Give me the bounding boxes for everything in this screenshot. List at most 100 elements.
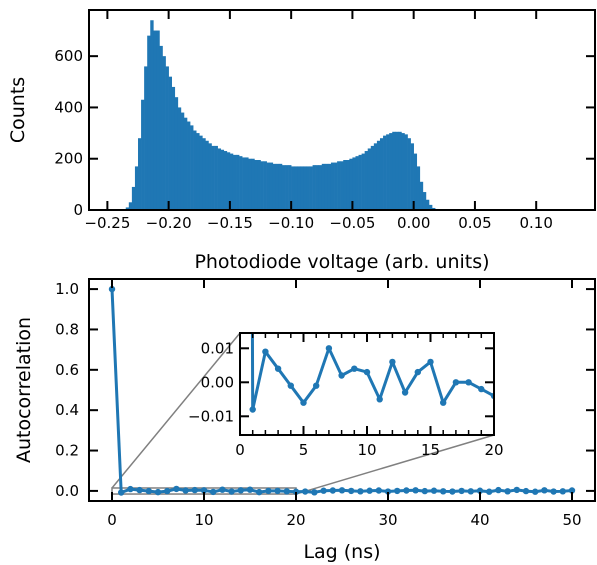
histogram-bar [220,149,225,210]
autocorrelation-point [154,488,162,496]
histogram-bar [168,76,172,211]
inset-point [287,382,294,389]
histogram-bar [324,163,329,210]
histogram-bar [398,131,402,210]
histogram-bar [355,156,359,210]
autocorrelation-point [449,488,456,495]
histogram-x-tick-label: −0.15 [207,214,253,232]
histogram-bar [162,56,166,211]
histogram-bar [193,130,197,210]
autocorrelation-point [421,487,428,495]
autocorrelation-point [246,486,254,493]
histogram-bar [263,161,267,210]
inset-line [250,333,494,411]
autocorrelation-y-ticks: 0.0 0.2 0.4 0.6 0.8 1.0 [55,280,595,500]
histogram-bar [174,97,179,210]
histogram-bar [401,133,405,210]
autocorrelation-point [486,488,493,495]
histogram-bar [361,153,365,210]
histogram-bar [254,160,258,210]
autocorrelation-point [532,488,539,495]
histogram-bar [383,135,387,210]
autocorrelation-point [136,486,143,494]
inset-point [262,348,269,355]
autocorrelation-point [320,487,327,494]
autocorrelation-point [430,487,438,494]
histogram-bar [257,160,261,210]
histogram-bar [248,158,252,210]
histogram-bar [156,30,160,211]
inset-point [389,358,396,366]
autocorrelation-point [200,487,208,494]
histogram-bar [196,133,200,210]
inset-y-tick-label: 0.01 [201,339,234,357]
histogram-bar [337,161,341,210]
histogram-bars [122,20,439,211]
histogram-bar [367,148,372,210]
histogram-bar [321,163,326,210]
autocorrelation-point [127,485,134,493]
autocorrelation-point [237,487,244,494]
autocorrelation-point [164,487,171,495]
histogram-bar [306,166,310,210]
autocorrelation-y-tick-label: 1.0 [55,280,79,298]
autocorrelation-point [145,487,152,495]
autocorrelation-point [329,487,336,494]
histogram-bar [428,204,433,210]
histogram-bar [425,199,430,210]
inset-x-tick-label: 20 [484,441,503,459]
autocorrelation-point [108,285,116,293]
histogram-bar [410,143,414,210]
histogram-bar [208,143,212,210]
autocorrelation-point [541,487,548,494]
autocorrelation-point [182,487,189,494]
histogram-y-tick-label: 200 [54,150,83,168]
histogram-bar [147,35,151,211]
histogram-bar [404,134,408,210]
histogram-bar [266,162,271,210]
autocorrelation-point [495,486,502,494]
histogram-bar [379,138,384,210]
autocorrelation-point [467,488,474,495]
histogram-bar [153,30,157,211]
inset-point [300,399,307,406]
autocorrelation-point [403,487,410,494]
histogram-bar [386,134,390,210]
autocorrelation-point [338,487,346,494]
autocorrelation-point [219,486,226,493]
histogram-bar [422,192,427,210]
autocorrelation-point [394,487,401,495]
histogram-bar [349,158,353,210]
histogram-bar [245,157,249,210]
histogram-bar [416,166,421,210]
histogram-bar [251,158,255,210]
histogram-bar [334,162,338,210]
autocorrelation-panel: 0 10 20 30 40 50 0.00.20.40.60.81.0 Lag (ns) … [13,278,596,563]
inset-y-tick-label: 0.00 [201,373,234,391]
histogram-bar [281,165,286,210]
autocorrelation-y-tick-label: 0.0 [55,482,79,500]
autocorrelation-point [568,487,576,494]
autocorrelation-point [522,487,530,495]
histogram-bar [309,166,313,210]
autocorrelation-point [118,489,125,496]
inset-point [440,399,447,406]
histogram-y-tick-label: 400 [54,98,83,116]
autocorrelation-x-tick-label: 40 [470,511,489,529]
histogram-bar [373,143,378,210]
autocorrelation-point [302,488,309,495]
autocorrelation-point [256,488,263,496]
inset-points [249,345,494,413]
histogram-bar [150,20,154,211]
inset-point [478,385,485,393]
autocorrelation-axes-frame [88,278,596,502]
histogram-bar [187,121,191,210]
autocorrelation-point [283,488,290,495]
histogram-bar [138,138,142,210]
histogram-bar [312,165,316,210]
autocorrelation-point [366,487,373,494]
inset-point [452,379,460,386]
histogram-bar [288,165,292,210]
inset-point [427,358,434,366]
